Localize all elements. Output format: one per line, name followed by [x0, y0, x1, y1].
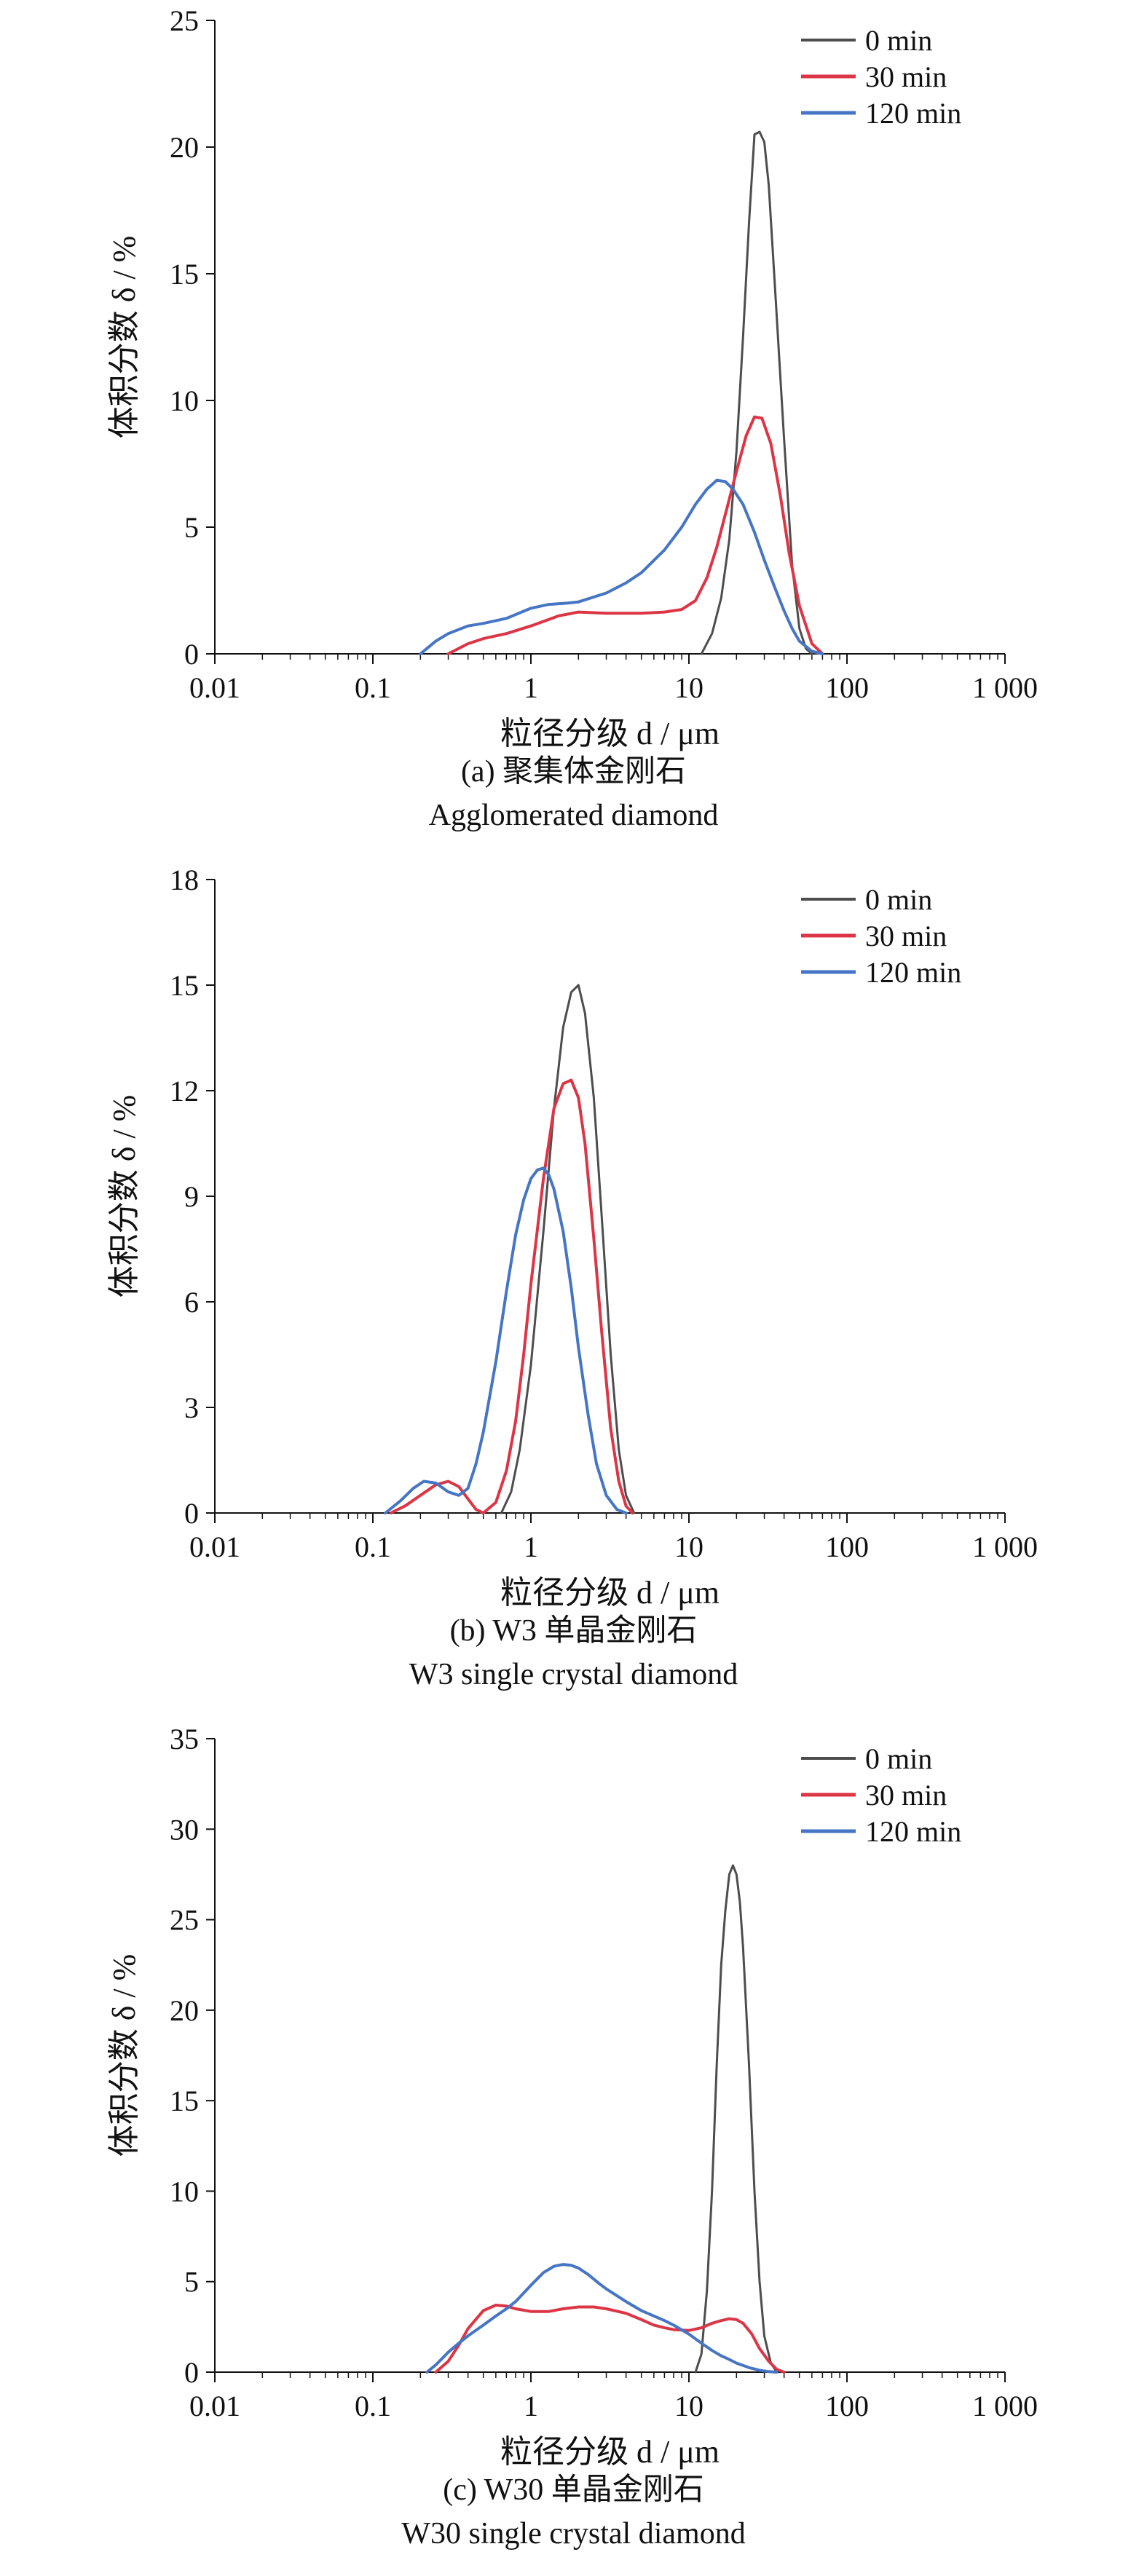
- y-axis-title: 体积分数 δ / %: [106, 236, 142, 439]
- y-tick-label: 0: [184, 2356, 199, 2389]
- y-tick-label: 15: [170, 2085, 199, 2117]
- y-tick-label: 0: [184, 638, 199, 671]
- chart-a-caption-cn: (a) 聚集体金刚石: [460, 755, 687, 789]
- y-tick-label: 0: [184, 1497, 199, 1530]
- x-tick-label: 1: [524, 2390, 538, 2422]
- legend-label: 120 min: [865, 97, 961, 130]
- chart-panel-c: 0 5 10 15 20 25 30 35 0.01 0.1 1 10 100 1 000 粒径分级 d /…: [0, 1718, 1147, 2576]
- series-line-30-min: [389, 1078, 634, 1514]
- x-tick-label: 10: [674, 2390, 703, 2422]
- chart-c-svg: 0 5 10 15 20 25 30 35 0.01 0.1 1 10 100 1 000 粒径分级 d /…: [106, 1723, 1038, 2470]
- x-axis-title: 粒径分级 d / μm: [500, 2434, 720, 2470]
- x-tick-label: 1 000: [972, 2390, 1038, 2422]
- y-axis-title: 体积分数 δ / %: [106, 1954, 142, 2157]
- y-tick-label: 35: [170, 1723, 199, 1755]
- y-tick-label: 15: [170, 969, 199, 1002]
- x-tick-label: 1: [524, 671, 538, 704]
- y-tick-label: 25: [170, 1904, 199, 1937]
- x-tick-label: 0.1: [355, 1530, 391, 1563]
- series-line-0-min: [500, 984, 636, 1514]
- chart-c-caption-cn: (c) W30 单晶金刚石: [443, 2473, 704, 2507]
- x-tick-label: 1: [524, 1530, 538, 1563]
- chart-b-svg: 0 3 6 9 12 15 18 0.01 0.1 1 10 100 1 000 粒径分级 d / μm 体…: [106, 864, 1038, 1611]
- series-line-30-min: [446, 415, 824, 655]
- series-line-120-min: [425, 2263, 779, 2374]
- chart-c-caption-en: W30 single crystal diamond: [401, 2517, 746, 2551]
- chart-a-caption-en: Agglomerated diamond: [428, 799, 719, 832]
- y-tick-label: 25: [170, 4, 199, 37]
- series-line-0-min: [700, 130, 813, 655]
- y-tick-label: 10: [170, 2175, 199, 2208]
- series-line-120-min: [419, 478, 824, 655]
- legend-label: 30 min: [865, 60, 947, 93]
- y-tick-label: 30: [170, 1813, 199, 1846]
- series-line-0-min: [694, 1864, 779, 2374]
- chart-panel-b: 0 3 6 9 12 15 18 0.01 0.1 1 10 100 1 000 粒径分级 d / μm 体…: [0, 859, 1147, 1718]
- y-tick-label: 12: [170, 1075, 199, 1107]
- x-tick-label: 100: [825, 2390, 869, 2422]
- x-tick-label: 1 000: [972, 671, 1038, 704]
- chart-a-svg: 0 5 10 15 20 25 0.01 0.1 1 10 100 1 000 粒径分级 d / μm 体…: [106, 4, 1038, 751]
- y-tick-label: 10: [170, 384, 199, 417]
- legend-label: 0 min: [865, 1742, 932, 1775]
- y-tick-label: 20: [170, 1994, 199, 2027]
- chart-b-caption-cn: (b) W3 单晶金刚石: [449, 1614, 698, 1648]
- legend-label: 30 min: [865, 1779, 947, 1812]
- y-tick-label: 6: [184, 1286, 199, 1319]
- x-tick-label: 0.1: [355, 671, 391, 704]
- series-line-120-min: [384, 1166, 628, 1514]
- legend-label: 120 min: [865, 956, 961, 989]
- y-tick-label: 20: [170, 131, 199, 164]
- y-tick-label: 5: [184, 2266, 199, 2299]
- x-tick-label: 1 000: [972, 1530, 1038, 1563]
- legend-label: 0 min: [865, 24, 932, 57]
- x-tick-label: 0.01: [189, 671, 240, 704]
- x-tick-label: 0.01: [189, 1530, 240, 1563]
- legend-label: 30 min: [865, 920, 947, 952]
- x-tick-label: 0.01: [189, 2390, 240, 2422]
- y-tick-label: 9: [184, 1180, 199, 1213]
- x-tick-label: 10: [674, 1530, 703, 1563]
- y-tick-label: 15: [170, 258, 199, 291]
- x-tick-label: 100: [825, 1530, 869, 1563]
- x-axis-title: 粒径分级 d / μm: [500, 1575, 720, 1611]
- x-tick-label: 10: [674, 671, 703, 704]
- chart-panel-a: 0 5 10 15 20 25 0.01 0.1 1 10 100 1 000 粒径分级 d / μm 体…: [0, 0, 1147, 859]
- y-tick-label: 5: [184, 511, 199, 544]
- x-tick-label: 100: [825, 671, 869, 704]
- legend-label: 0 min: [865, 883, 932, 916]
- x-axis-title: 粒径分级 d / μm: [500, 716, 720, 751]
- y-tick-label: 18: [170, 864, 199, 896]
- legend-label: 120 min: [865, 1815, 961, 1848]
- y-axis-title: 体积分数 δ / %: [106, 1095, 142, 1298]
- x-tick-label: 0.1: [355, 2390, 391, 2422]
- chart-b-caption-en: W3 single crystal diamond: [409, 1658, 738, 1691]
- series-line-30-min: [434, 2304, 786, 2374]
- y-tick-label: 3: [184, 1391, 199, 1424]
